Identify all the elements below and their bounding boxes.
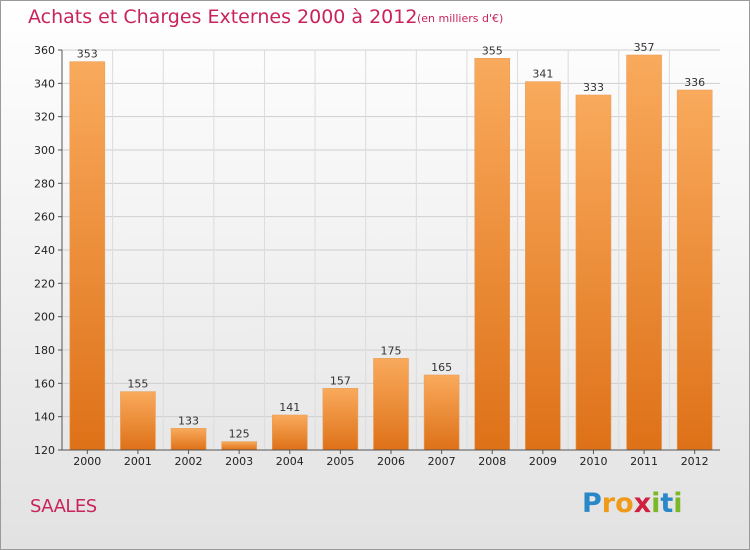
- y-tick-label: 240: [34, 244, 55, 257]
- bar-2009: [525, 81, 561, 451]
- chart-title: Achats et Charges Externes 2000 à 2012: [28, 6, 418, 28]
- logo-letter: i: [673, 488, 683, 519]
- bar-2005: [322, 388, 359, 451]
- bar-2004: [271, 414, 308, 451]
- data-label: 155: [127, 378, 148, 391]
- bar-2006: [373, 358, 409, 451]
- logo-letter: t: [660, 488, 674, 519]
- x-tick-label: 2011: [630, 455, 658, 468]
- bar-2010: [575, 94, 612, 451]
- bar-2011: [626, 54, 662, 451]
- data-label: 357: [634, 41, 655, 54]
- data-label: 141: [279, 401, 300, 414]
- x-tick-label: 2001: [124, 455, 152, 468]
- data-label: 341: [532, 68, 553, 81]
- x-tick-label: 2009: [529, 455, 557, 468]
- y-tick-label: 140: [34, 411, 55, 424]
- bar-2012: [676, 89, 713, 451]
- y-tick-label: 160: [34, 377, 55, 390]
- bars: 353 155 133 125 141 157 175 165 355 341 333 357 336: [69, 41, 713, 451]
- data-label: 355: [482, 44, 503, 57]
- y-tick-label: 260: [34, 211, 55, 224]
- x-tick-label: 2006: [377, 455, 405, 468]
- y-tick-label: 180: [34, 344, 55, 357]
- x-tick-label: 2002: [175, 455, 203, 468]
- y-tick-label: 280: [34, 177, 55, 190]
- y-tick-label: 300: [34, 144, 55, 157]
- x-tick-label: 2012: [681, 455, 709, 468]
- bar-2007: [423, 374, 460, 451]
- x-tick-label: 2005: [326, 455, 354, 468]
- axes: 120 140 160 180 200 220 240 260 280 300 320 340 360 2…: [34, 44, 720, 468]
- proxiti-logo[interactable]: Proxiti: [582, 488, 683, 519]
- x-tick-label: 2007: [428, 455, 456, 468]
- x-tick-label: 2004: [276, 455, 304, 468]
- logo-letter: r: [601, 488, 616, 519]
- x-tick-label: 2008: [478, 455, 506, 468]
- x-tick-label: 2010: [579, 455, 607, 468]
- y-tick-label: 120: [34, 444, 55, 457]
- data-label: 157: [330, 374, 351, 387]
- data-label: 353: [77, 48, 98, 61]
- y-tick-label: 340: [34, 77, 55, 90]
- data-label: 175: [381, 344, 402, 357]
- logo-letter: x: [633, 488, 652, 519]
- data-label: 333: [583, 81, 604, 94]
- y-tick-label: 200: [34, 311, 55, 324]
- y-tick-label: 320: [34, 111, 55, 124]
- chart-subtitle: (en milliers d'€): [417, 12, 504, 25]
- data-label: 336: [684, 76, 705, 89]
- logo-letter: P: [582, 488, 602, 519]
- data-label: 133: [178, 414, 199, 427]
- bar-2001: [120, 391, 156, 451]
- y-tick-label: 220: [34, 277, 55, 290]
- bar-2003: [221, 441, 257, 451]
- bar-2008: [474, 58, 511, 451]
- x-tick-label: 2000: [73, 455, 101, 468]
- x-tick-label: 2003: [225, 455, 253, 468]
- logo-letter: o: [615, 488, 634, 519]
- commune-name: SAALES: [30, 496, 97, 517]
- data-label: 165: [431, 361, 452, 374]
- bar-2000: [69, 61, 106, 451]
- logo-letter: i: [651, 488, 661, 519]
- bar-2002: [170, 428, 207, 451]
- y-tick-label: 360: [34, 44, 55, 57]
- data-label: 125: [229, 428, 250, 441]
